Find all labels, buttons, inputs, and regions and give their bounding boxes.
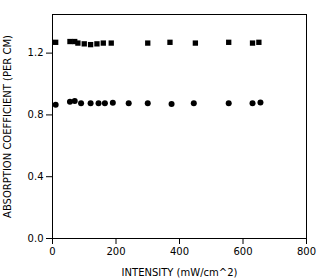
svg-text:ABSORPTION COEFFICIENT (PER CM: ABSORPTION COEFFICIENT (PER CM): [2, 35, 13, 218]
svg-text:0.4: 0.4: [28, 171, 44, 182]
svg-text:0.8: 0.8: [28, 109, 44, 120]
svg-text:0: 0: [49, 246, 55, 257]
svg-text:INTENSITY (mW/cm^2): INTENSITY (mW/cm^2): [122, 267, 238, 278]
svg-text:200: 200: [106, 246, 125, 257]
svg-text:400: 400: [170, 246, 189, 257]
svg-text:800: 800: [297, 246, 316, 257]
svg-text:1.2: 1.2: [28, 47, 44, 58]
svg-text:0.0: 0.0: [28, 233, 44, 244]
svg-text:600: 600: [233, 246, 252, 257]
